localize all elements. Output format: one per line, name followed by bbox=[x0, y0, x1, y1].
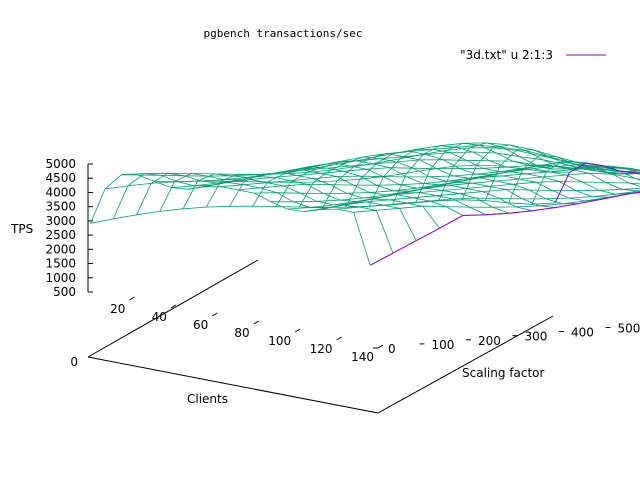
surface-line-scale bbox=[112, 173, 394, 254]
z-tick-label: 2000 bbox=[45, 242, 76, 256]
surface-line-scale bbox=[461, 144, 640, 200]
surface-line-scale bbox=[182, 171, 463, 216]
x-tick-label: 40 bbox=[152, 310, 167, 324]
y-tick-label: 100 bbox=[432, 338, 455, 352]
surface-line-scale bbox=[484, 149, 640, 201]
surface-line-scale bbox=[298, 156, 580, 208]
surface-line-scale bbox=[322, 153, 603, 208]
surface-underside-edge bbox=[369, 191, 640, 266]
tick-labels: 2040608010012014001002003004005006007008… bbox=[45, 157, 640, 369]
surface-line-scale bbox=[229, 165, 510, 214]
x-tick bbox=[129, 296, 135, 301]
surface-underside-edge bbox=[554, 162, 640, 204]
y-tick-label: 500 bbox=[618, 322, 640, 336]
chart-title: pgbench transactions/sec bbox=[204, 27, 363, 40]
surface-line-scale bbox=[368, 148, 640, 207]
x-tick bbox=[377, 344, 384, 349]
surface-line-scale bbox=[391, 145, 640, 205]
surface-line-scale bbox=[415, 142, 640, 203]
surface-line-scale bbox=[531, 160, 640, 205]
x-tick-label: 80 bbox=[234, 326, 249, 340]
y-axis-label: Scaling factor bbox=[462, 366, 544, 380]
y-axis-line bbox=[377, 315, 554, 414]
z-tick-label: 1500 bbox=[45, 257, 76, 271]
z-tick-label: 4000 bbox=[45, 185, 76, 199]
x-tick-label: 140 bbox=[351, 350, 374, 364]
axes-group bbox=[87, 163, 611, 414]
surface-line-scale bbox=[136, 172, 417, 241]
surface-line-scale bbox=[205, 169, 487, 216]
x-axis-label: Clients bbox=[187, 392, 228, 406]
x-tick-label: 60 bbox=[193, 318, 208, 332]
x-axis-line bbox=[87, 356, 379, 414]
y-tick-label: 400 bbox=[571, 326, 594, 340]
surface-line-scale bbox=[159, 173, 440, 229]
x-tick bbox=[170, 304, 177, 309]
x-tick-label: 20 bbox=[110, 302, 125, 316]
z-tick-label: 5000 bbox=[45, 157, 76, 171]
z-tick-label: 2500 bbox=[45, 228, 76, 242]
y-tick-label: 200 bbox=[478, 334, 501, 348]
z-axis-label: TPS bbox=[10, 222, 33, 236]
surface-line-scale bbox=[508, 155, 640, 203]
x-tick bbox=[212, 312, 218, 317]
y-tick-label: 0 bbox=[388, 342, 396, 356]
surface-line-scale bbox=[90, 174, 371, 266]
x-tick bbox=[253, 320, 259, 325]
z-tick-label: 4500 bbox=[45, 171, 76, 185]
surface-line-scale bbox=[345, 150, 626, 208]
x-tick-label: 120 bbox=[310, 342, 333, 356]
legend-label: "3d.txt" u 2:1:3 bbox=[460, 48, 553, 62]
surface-line-clients bbox=[171, 151, 636, 188]
x-tick-label: 100 bbox=[268, 334, 291, 348]
x-tick bbox=[336, 336, 342, 341]
surface-line-scale bbox=[252, 162, 533, 212]
z-tick-label: 1000 bbox=[45, 271, 76, 285]
z-tick-label: 3500 bbox=[45, 200, 76, 214]
surface-mesh bbox=[90, 142, 640, 266]
origin-label: 0 bbox=[70, 355, 78, 369]
back-axis-line bbox=[87, 259, 259, 358]
z-tick-label: 3000 bbox=[45, 214, 76, 228]
z-tick-label: 500 bbox=[53, 285, 76, 299]
x-tick bbox=[294, 328, 301, 333]
y-tick-label: 300 bbox=[525, 330, 548, 344]
surface-line-scale bbox=[275, 160, 556, 208]
